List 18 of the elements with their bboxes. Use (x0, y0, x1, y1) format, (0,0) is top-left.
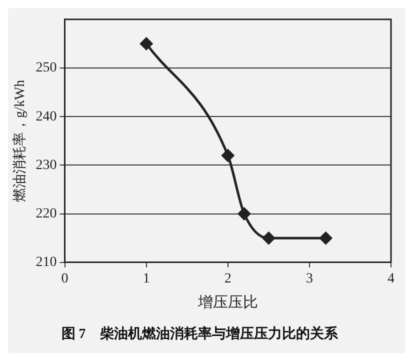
point (222, 149, 234, 162)
y-axis-title: 燃油消耗率，g/kWh (12, 80, 28, 202)
y-tick-label: 210 (36, 255, 57, 270)
y-tick-label: 220 (36, 206, 57, 222)
x-tick-label: 0 (61, 271, 68, 286)
x-tick-label: 4 (388, 271, 394, 286)
text: 图 7 柴油机燃油消耗率与增压压力比的关系 (61, 325, 339, 342)
x-axis-title: 增压压比 (196, 294, 258, 312)
y-tick-label: 230 (36, 158, 57, 173)
point (140, 37, 153, 50)
x-tick-label: 1 (142, 271, 150, 286)
point (238, 208, 250, 220)
point (262, 232, 275, 244)
x-tick-label: 2 (224, 271, 232, 286)
y-tick-label: 240 (36, 109, 57, 124)
x-tick-label: 3 (306, 271, 313, 286)
point (320, 232, 332, 244)
y-tick-label: 250 (36, 60, 57, 76)
